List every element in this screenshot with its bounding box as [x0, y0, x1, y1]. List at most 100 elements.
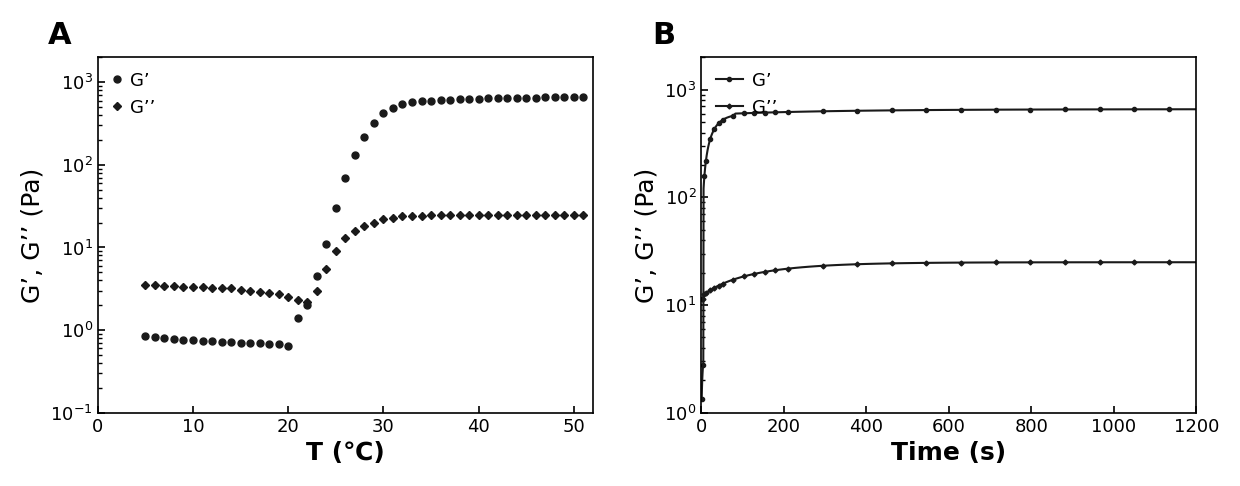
Line: G’’: G’’ [699, 260, 1198, 300]
G’ [329, 205, 343, 211]
G’’ [347, 227, 362, 233]
Line: G’: G’ [141, 93, 587, 349]
G’’ [357, 224, 372, 229]
G’’ [1071, 260, 1086, 265]
G’ [567, 94, 582, 100]
G’ [471, 96, 486, 102]
G’’ [481, 212, 496, 218]
G’ [262, 341, 277, 347]
G’’ [694, 295, 709, 301]
G’ [386, 105, 401, 111]
G’ [300, 302, 315, 308]
G’’ [490, 212, 505, 218]
G’’ [376, 216, 391, 222]
G’’ [443, 212, 458, 218]
G’’ [148, 282, 162, 288]
G’’ [557, 212, 572, 218]
G’’ [243, 288, 258, 294]
G’ [518, 95, 533, 101]
G’’ [300, 299, 315, 305]
G’ [490, 95, 505, 101]
G’ [694, 396, 709, 402]
Text: B: B [652, 21, 675, 50]
G’ [575, 94, 590, 100]
G’ [367, 120, 382, 126]
G’ [1050, 106, 1065, 112]
G’’ [461, 212, 476, 218]
G’ [272, 342, 286, 347]
G’’ [424, 212, 439, 218]
G’’ [319, 266, 334, 272]
G’’ [339, 235, 353, 241]
G’’ [433, 212, 448, 218]
G’ [510, 95, 525, 101]
G’ [500, 95, 515, 101]
G’ [1189, 106, 1204, 112]
G’ [453, 96, 467, 102]
G’ [443, 97, 458, 103]
G’ [1071, 106, 1086, 112]
G’’ [711, 283, 725, 289]
G’’ [186, 284, 201, 290]
Legend: G’, G’’: G’, G’’ [107, 67, 161, 122]
G’’ [538, 212, 553, 218]
G’ [357, 134, 372, 139]
G’’ [575, 212, 590, 218]
G’ [404, 100, 419, 105]
G’’ [414, 213, 429, 219]
G’ [711, 122, 725, 127]
G’ [538, 94, 553, 100]
G’ [215, 339, 229, 345]
G’’ [396, 213, 410, 219]
G’ [424, 98, 439, 104]
Y-axis label: G’, G’’ (Pa): G’, G’’ (Pa) [635, 167, 658, 303]
G’ [339, 175, 353, 181]
G’ [280, 343, 295, 348]
G’’ [176, 284, 191, 290]
G’ [148, 334, 162, 340]
G’’ [567, 212, 582, 218]
G’’ [547, 212, 562, 218]
G’’ [500, 212, 515, 218]
G’ [290, 315, 305, 321]
G’ [481, 96, 496, 102]
G’ [396, 102, 410, 107]
G’’ [166, 283, 181, 289]
X-axis label: Time (s): Time (s) [892, 441, 1007, 465]
G’ [433, 97, 448, 103]
G’ [243, 340, 258, 346]
Line: G’’: G’’ [143, 212, 587, 305]
G’ [252, 341, 267, 347]
X-axis label: T (℃): T (℃) [306, 441, 384, 465]
G’’ [404, 213, 419, 219]
G’’ [223, 285, 238, 291]
G’’ [367, 220, 382, 226]
G’’ [262, 290, 277, 296]
Y-axis label: G’, G’’ (Pa): G’, G’’ (Pa) [21, 167, 45, 303]
G’’ [528, 212, 543, 218]
G’’ [386, 215, 401, 221]
G’’ [215, 285, 229, 291]
G’’ [138, 282, 153, 288]
G’ [319, 241, 334, 247]
G’ [309, 273, 324, 279]
G’ [376, 110, 391, 116]
Line: G’: G’ [699, 107, 1199, 401]
G’’ [252, 289, 267, 295]
G’ [195, 338, 210, 344]
G’ [547, 94, 562, 100]
Legend: G’, G’’: G’, G’’ [711, 67, 782, 122]
G’ [863, 108, 878, 114]
G’ [414, 98, 429, 104]
G’’ [233, 287, 248, 293]
G’’ [195, 284, 210, 290]
G’’ [290, 297, 305, 303]
G’’ [280, 295, 295, 300]
G’’ [272, 292, 286, 297]
G’’ [518, 212, 533, 218]
G’ [528, 95, 543, 101]
G’’ [329, 248, 343, 254]
G’’ [510, 212, 525, 218]
G’ [1133, 106, 1148, 112]
G’’ [471, 212, 486, 218]
